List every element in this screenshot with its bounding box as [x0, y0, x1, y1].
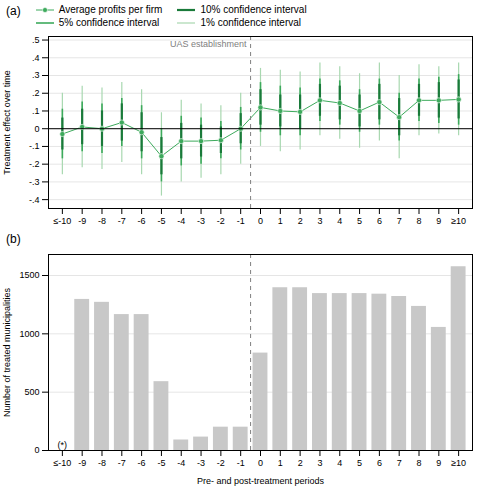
svg-text:5: 5 — [357, 458, 362, 468]
svg-text:1: 1 — [278, 458, 283, 468]
svg-text:9: 9 — [436, 216, 441, 226]
svg-text:0: 0 — [34, 124, 39, 134]
svg-text:-4: -4 — [177, 216, 185, 226]
svg-text:-2: -2 — [217, 458, 225, 468]
svg-text:(*): (*) — [58, 440, 67, 450]
svg-text:-5: -5 — [157, 216, 165, 226]
svg-text:9: 9 — [436, 458, 441, 468]
svg-text:4: 4 — [337, 216, 342, 226]
svg-text:6: 6 — [377, 458, 382, 468]
svg-text:-.3: -.3 — [29, 177, 40, 187]
svg-text:-1: -1 — [237, 458, 245, 468]
svg-text:2: 2 — [298, 458, 303, 468]
svg-text:Treatment effect over time: Treatment effect over time — [2, 70, 12, 175]
svg-text:≥10: ≥10 — [451, 216, 466, 226]
svg-text:-5: -5 — [157, 458, 165, 468]
svg-text:-8: -8 — [98, 458, 106, 468]
svg-text:-9: -9 — [78, 458, 86, 468]
html-text:5% confidence interval: 5% confidence interval — [58, 17, 160, 28]
svg-text:3: 3 — [317, 458, 322, 468]
svg-text:4: 4 — [337, 458, 342, 468]
svg-text:6: 6 — [377, 216, 382, 226]
svg-text:-7: -7 — [118, 458, 126, 468]
svg-text:-3: -3 — [197, 216, 205, 226]
svg-text:0: 0 — [34, 445, 39, 455]
svg-text:0: 0 — [258, 458, 263, 468]
svg-text:≥10: ≥10 — [451, 458, 466, 468]
svg-text:-1: -1 — [237, 216, 245, 226]
svg-text:UAS establishment: UAS establishment — [170, 39, 247, 49]
svg-text:-7: -7 — [118, 216, 126, 226]
svg-text:≤-10: ≤-10 — [53, 458, 71, 468]
html-text:1% confidence interval: 1% confidence interval — [200, 17, 301, 28]
svg-text:1500: 1500 — [19, 270, 39, 280]
svg-text:.1: .1 — [32, 106, 40, 116]
svg-text:-.1: -.1 — [29, 141, 40, 151]
svg-text:-2: -2 — [217, 216, 225, 226]
svg-text:.4: .4 — [32, 53, 40, 63]
svg-text:3: 3 — [317, 216, 322, 226]
svg-text:8: 8 — [416, 216, 421, 226]
svg-text:1: 1 — [278, 216, 283, 226]
svg-text:-8: -8 — [98, 216, 106, 226]
svg-text:2: 2 — [298, 216, 303, 226]
svg-text:-.4: -.4 — [29, 195, 40, 205]
svg-text:5: 5 — [357, 216, 362, 226]
svg-text:-6: -6 — [138, 458, 146, 468]
svg-text:-4: -4 — [177, 458, 185, 468]
svg-text:0: 0 — [258, 216, 263, 226]
svg-text:.2: .2 — [32, 88, 40, 98]
svg-text:8: 8 — [416, 458, 421, 468]
svg-text:7: 7 — [397, 216, 402, 226]
html-text:Average profits per firm: Average profits per firm — [58, 4, 163, 15]
svg-text:7: 7 — [397, 458, 402, 468]
html-text:10% confidence interval: 10% confidence interval — [200, 4, 307, 15]
svg-text:Pre- and post-treatment period: Pre- and post-treatment periods — [197, 476, 325, 486]
svg-text:-9: -9 — [78, 216, 86, 226]
svg-text:≤-10: ≤-10 — [53, 216, 71, 226]
svg-text:-3: -3 — [197, 458, 205, 468]
svg-text:.5: .5 — [32, 35, 40, 45]
svg-text:.3: .3 — [32, 70, 40, 80]
svg-text:Number of treated municipaliti: Number of treated municipalities — [2, 287, 12, 417]
html-text:(a): (a) — [6, 4, 21, 18]
svg-text:1000: 1000 — [19, 329, 39, 339]
svg-text:-6: -6 — [138, 216, 146, 226]
html-text:(b): (b) — [6, 232, 21, 246]
svg-text:-.2: -.2 — [29, 159, 40, 169]
svg-text:500: 500 — [24, 387, 39, 397]
